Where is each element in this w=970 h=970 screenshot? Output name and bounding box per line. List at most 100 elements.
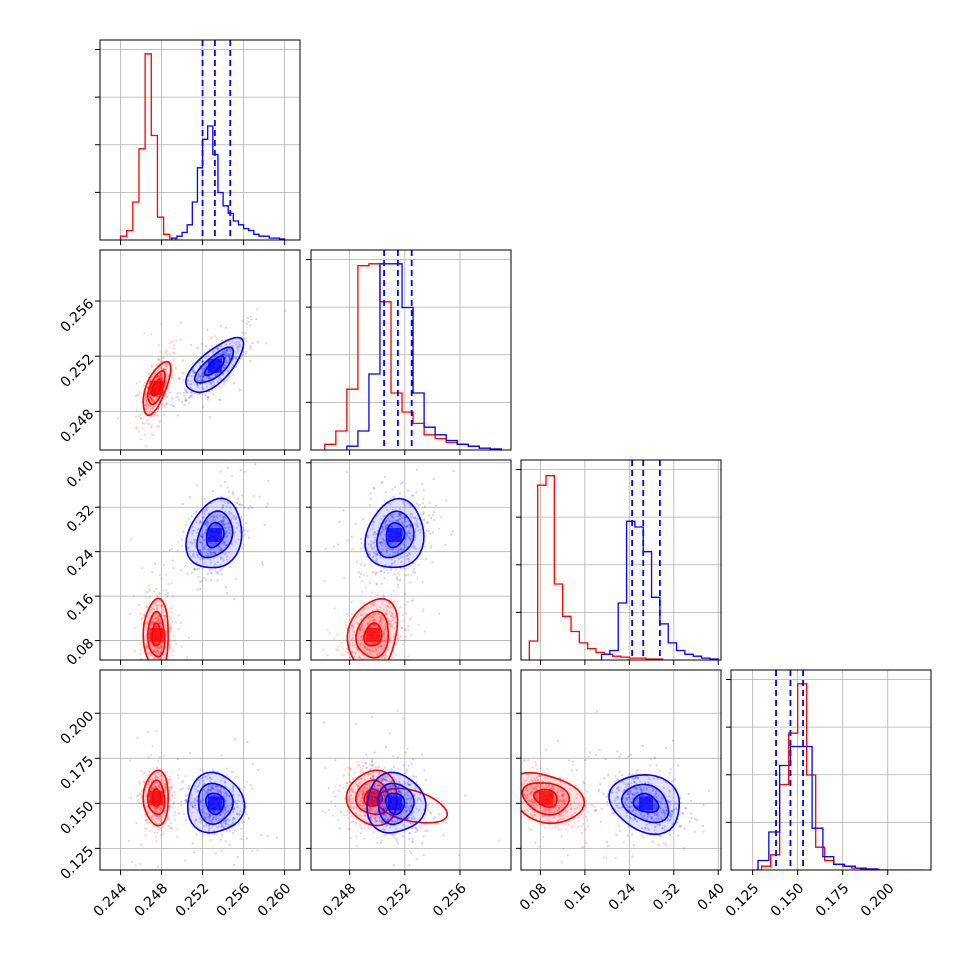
scatter-point-red bbox=[345, 612, 348, 616]
scatter-point-red bbox=[392, 635, 395, 638]
scatter-point-red bbox=[390, 780, 394, 783]
scatter-point-blue bbox=[179, 392, 182, 395]
scatter-point-blue bbox=[214, 570, 217, 573]
scatter-point-red bbox=[151, 398, 154, 402]
scatter-point-blue bbox=[203, 516, 206, 519]
scatter-point-blue bbox=[409, 524, 412, 527]
scatter-point-red bbox=[155, 811, 158, 814]
scatter-point-blue bbox=[193, 801, 196, 804]
scatter-point-blue bbox=[192, 538, 196, 542]
scatter-point-red bbox=[177, 777, 180, 780]
scatter-point-red bbox=[144, 396, 147, 399]
scatter-point-blue bbox=[222, 522, 225, 526]
scatter-point-blue bbox=[247, 320, 250, 323]
scatter-point-red bbox=[324, 811, 327, 814]
scatter-point-red bbox=[371, 774, 374, 777]
scatter-point-blue bbox=[221, 557, 224, 560]
scatter-point-blue bbox=[406, 557, 409, 560]
scatter-point-red bbox=[352, 643, 355, 647]
scatter-point-blue bbox=[212, 816, 215, 819]
scatter-point-red bbox=[370, 626, 373, 629]
scatter-point-red bbox=[152, 399, 155, 402]
scatter-point-red bbox=[139, 391, 142, 394]
scatter-point-red bbox=[362, 804, 365, 807]
scatter-point-blue bbox=[219, 556, 222, 559]
scatter-point-blue bbox=[247, 507, 250, 510]
scatter-point-blue bbox=[215, 785, 218, 788]
scatter-point-red bbox=[139, 417, 142, 420]
scatter-point-blue bbox=[256, 308, 259, 311]
scatter-point-blue bbox=[221, 506, 224, 509]
scatter-point-blue bbox=[227, 525, 230, 528]
scatter-point-red bbox=[153, 818, 156, 821]
scatter-point-blue bbox=[218, 825, 221, 828]
scatter-point-blue bbox=[227, 354, 230, 357]
scatter-point-blue bbox=[373, 546, 376, 549]
scatter-point-blue bbox=[212, 543, 215, 546]
scatter-point-red bbox=[350, 624, 353, 627]
scatter-point-blue bbox=[405, 525, 408, 528]
scatter-point-blue bbox=[432, 510, 435, 514]
scatter-point-red bbox=[184, 859, 187, 862]
scatter-point-blue bbox=[346, 471, 349, 474]
scatter-point-blue bbox=[209, 416, 212, 419]
scatter-point-blue bbox=[197, 527, 200, 531]
scatter-point-red bbox=[161, 826, 164, 829]
scatter-point-blue bbox=[241, 526, 244, 529]
scatter-point-red bbox=[373, 618, 376, 621]
scatter-point-blue bbox=[210, 520, 213, 523]
scatter-point-blue bbox=[237, 350, 240, 353]
scatter-point-red bbox=[166, 374, 170, 377]
scatter-point-red bbox=[143, 613, 146, 616]
scatter-point-blue bbox=[234, 738, 237, 741]
scatter-point-red bbox=[382, 593, 385, 596]
scatter-point-blue bbox=[244, 786, 247, 789]
scatter-point-red bbox=[362, 667, 364, 669]
scatter-point-blue bbox=[237, 799, 240, 802]
scatter-point-red bbox=[347, 809, 350, 812]
scatter-point-red bbox=[362, 629, 365, 632]
scatter-point-blue bbox=[205, 792, 208, 795]
scatter-point-red bbox=[368, 785, 371, 788]
scatter-point-red bbox=[150, 625, 153, 628]
scatter-point-blue bbox=[260, 834, 263, 837]
scatter-point-blue bbox=[213, 350, 216, 353]
scatter-point-red bbox=[169, 786, 172, 790]
scatter-point-red bbox=[180, 645, 183, 649]
scatter-point-blue bbox=[229, 352, 232, 355]
scatter-point-blue bbox=[223, 820, 226, 823]
scatter-point-blue bbox=[208, 547, 211, 551]
scatter-point-blue bbox=[214, 562, 217, 566]
scatter-point-red bbox=[361, 635, 364, 638]
scatter-point-red bbox=[376, 583, 379, 586]
scatter-point-blue bbox=[383, 571, 386, 574]
scatter-point-red bbox=[395, 547, 398, 550]
scatter-point-blue bbox=[384, 526, 388, 529]
scatter-point-blue bbox=[194, 798, 197, 801]
scatter-point-red bbox=[141, 427, 144, 430]
scatter-point-red bbox=[384, 825, 387, 829]
scatter-point-blue bbox=[396, 577, 399, 580]
scatter-point-red bbox=[157, 617, 160, 621]
scatter-point-blue bbox=[213, 514, 216, 517]
scatter-point-red bbox=[158, 822, 161, 825]
scatter-point-red bbox=[160, 604, 163, 607]
scatter-point-red bbox=[156, 642, 159, 645]
scatter-point-blue bbox=[189, 380, 192, 383]
scatter-point-red bbox=[372, 616, 375, 619]
scatter-point-blue bbox=[225, 530, 228, 533]
scatter-point-red bbox=[380, 623, 383, 627]
scatter-point-red bbox=[373, 817, 377, 820]
scatter-point-blue bbox=[216, 785, 219, 788]
scatter-point-red bbox=[361, 614, 364, 617]
scatter-point-blue bbox=[236, 521, 239, 525]
scatter-point-red bbox=[145, 392, 148, 396]
scatter-point-red bbox=[377, 667, 379, 669]
scatter-point-blue bbox=[189, 550, 192, 553]
scatter-point-blue bbox=[376, 571, 379, 574]
scatter-point-red bbox=[149, 399, 152, 402]
scatter-point-red bbox=[351, 778, 355, 781]
scatter-point-red bbox=[169, 607, 172, 610]
scatter-point-blue bbox=[204, 775, 207, 778]
scatter-point-blue bbox=[409, 512, 412, 516]
